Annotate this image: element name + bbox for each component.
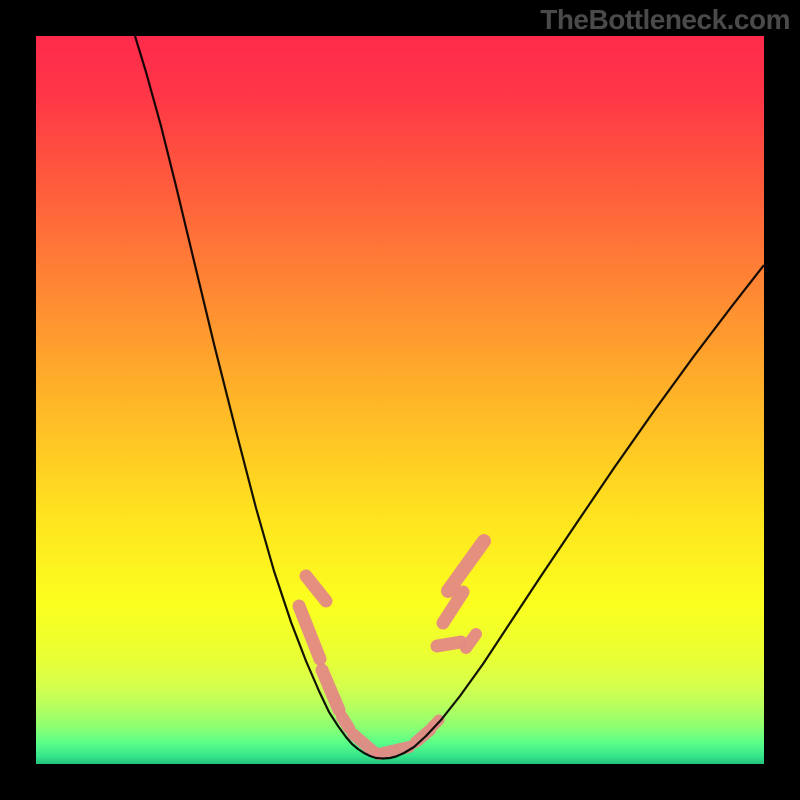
watermark-text: TheBottleneck.com	[540, 4, 790, 36]
marker-segment	[466, 634, 476, 648]
plot-svg	[36, 36, 764, 764]
gradient-background	[36, 36, 764, 764]
marker-segment	[437, 642, 461, 646]
chart-container: TheBottleneck.com	[0, 0, 800, 800]
marker-segment	[342, 717, 349, 728]
plot-area	[36, 36, 764, 764]
